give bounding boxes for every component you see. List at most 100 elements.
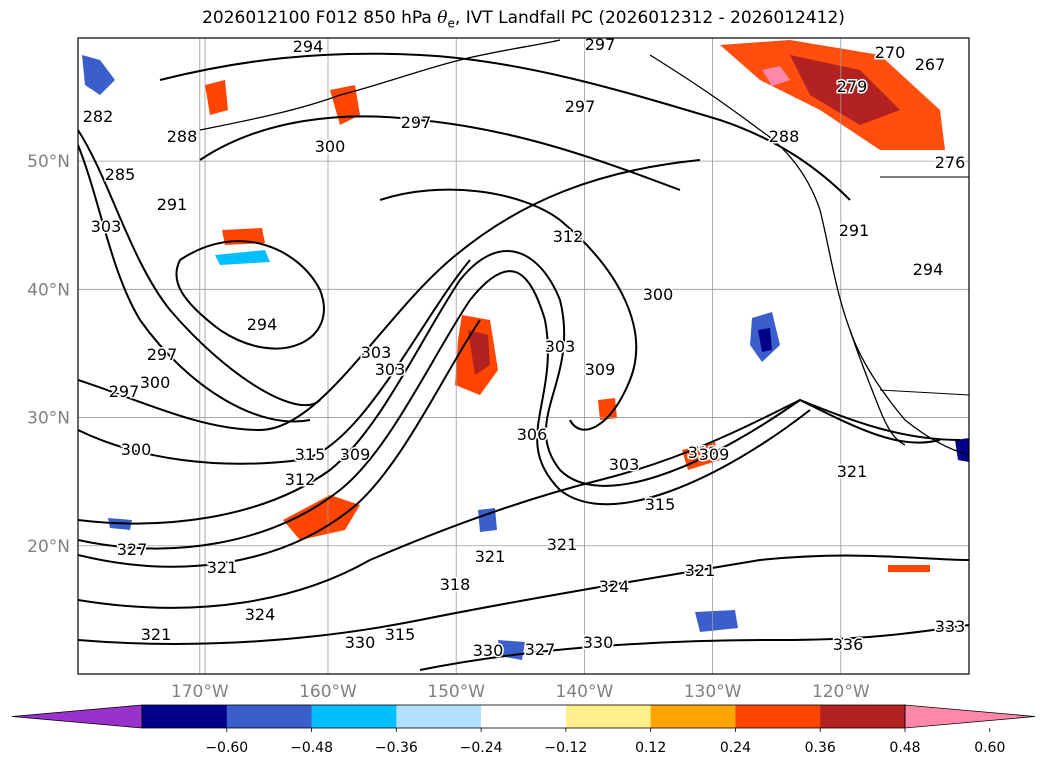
colorbar-segment <box>226 705 313 728</box>
contour-label: 297 <box>585 35 616 54</box>
colorbar-tick-label: −0.24 <box>460 740 503 756</box>
contour-line <box>78 259 471 465</box>
contour-label: 291 <box>839 221 870 240</box>
colorbar-tick-label: 0.12 <box>635 740 666 756</box>
colorbar-segment <box>735 705 821 728</box>
contour-label: 315 <box>295 445 326 464</box>
lat-label: 20°N <box>27 537 70 557</box>
colorbar-segment <box>820 705 906 728</box>
contour-label: 267 <box>915 55 946 74</box>
colorbar-tick-label: 0.48 <box>889 740 920 756</box>
contour-label: 321 <box>207 558 238 577</box>
contour-label: 294 <box>247 315 278 334</box>
lon-label: 140°W <box>556 682 614 702</box>
contour-line <box>78 159 701 432</box>
colorbar-tick-label: −0.48 <box>290 740 333 756</box>
shade-positive-aleutian <box>330 85 360 125</box>
lon-label: 120°W <box>812 682 870 702</box>
shade-negative-480 <box>478 508 497 532</box>
shade-negative-960 <box>955 438 969 462</box>
shade-positive-sw <box>283 495 360 540</box>
lat-label: 40°N <box>27 280 70 300</box>
contour-line <box>78 250 801 525</box>
contour-label: 315 <box>645 495 676 514</box>
contour-label: 297 <box>565 97 596 116</box>
contour-label: 294 <box>913 260 944 279</box>
contour-label: 291 <box>157 195 188 214</box>
contour-label: 300 <box>643 285 674 304</box>
contour-label: 303 <box>609 455 640 474</box>
contour-label: 324 <box>599 577 630 596</box>
lat-label: 50°N <box>27 152 70 172</box>
colorbar-tick-label: 0.24 <box>720 740 751 756</box>
coast-baja <box>849 329 906 446</box>
contour-label: 321 <box>837 462 868 481</box>
contour-label: 324 <box>245 605 276 624</box>
contour-line <box>78 554 969 645</box>
contour-line <box>799 399 961 441</box>
contour-label: 330 <box>345 633 376 652</box>
shade-positive-200 <box>205 80 228 115</box>
coast-bc-us <box>649 54 969 456</box>
contour-label: 279 <box>837 77 868 96</box>
contour-line <box>159 52 851 201</box>
contour-label: 321 <box>685 561 716 580</box>
coastline <box>199 39 969 456</box>
contour-labels: 2942822852882913033002972942973002973003… <box>81 34 967 662</box>
map-title: 2026012100 F012 850 hPa θe, IVT Landfall… <box>202 8 845 31</box>
contour-line <box>175 240 325 350</box>
colorbar-tick-label: 0.60 <box>974 740 1005 756</box>
contour-line <box>419 624 969 671</box>
contour-label: 270 <box>875 43 906 62</box>
shade-positive-central-core <box>468 330 490 375</box>
shade-positive-600 <box>598 398 617 420</box>
contour-label: 321 <box>547 535 578 554</box>
lon-label: 130°W <box>684 682 742 702</box>
theta-e-contours <box>78 52 969 671</box>
plot-frame <box>77 37 970 675</box>
contour-label: 282 <box>83 107 114 126</box>
contour-label: 330 <box>473 641 504 660</box>
shade-negative-700 <box>695 610 738 632</box>
lon-label: 150°W <box>427 682 485 702</box>
contour-line <box>78 270 811 550</box>
contour-label: 309 <box>340 445 371 464</box>
contour-label: 318 <box>440 575 471 594</box>
colorbar-segment <box>396 705 482 728</box>
lon-label: 160°W <box>299 682 357 702</box>
colorbar-segment <box>142 705 228 728</box>
contour-label: 276 <box>935 153 966 172</box>
contour-label: 288 <box>167 127 198 146</box>
contour-label: 321 <box>475 547 506 566</box>
latitude-labels: 50°N 40°N 30°N 20°N <box>27 152 70 557</box>
contour-label: 309 <box>699 445 730 464</box>
shade-positive-gulf-alaska-core <box>790 55 900 125</box>
shade-negative-230 <box>215 250 270 265</box>
contour-label: 288 <box>769 127 800 146</box>
colorbar-extend-min <box>11 704 143 729</box>
contour-label: 300 <box>140 373 171 392</box>
colorbar-segment <box>565 705 652 728</box>
longitude-labels: 170°W 160°W 150°W 140°W 130°W 120°W <box>171 682 870 702</box>
contour-line <box>78 129 321 407</box>
ivt-shading <box>82 40 969 660</box>
colorbar-tick-label: −0.60 <box>205 740 248 756</box>
contour-label: 312 <box>285 470 316 489</box>
contour-label: 300 <box>121 440 152 459</box>
colorbar-tick-label: −0.36 <box>375 740 418 756</box>
contour-label: 303 <box>545 337 576 356</box>
contour-label: 312 <box>553 227 584 246</box>
colorbar: −0.60 −0.48 −0.36 −0.24 −0.12 0.12 0.24 0.36 0.4… <box>11 704 1036 756</box>
contour-label: 315 <box>385 625 416 644</box>
contour-label: 333 <box>935 617 966 636</box>
contour-label: 285 <box>105 165 136 184</box>
colorbar-tick-label: −0.12 <box>544 740 587 756</box>
contour-label: 330 <box>583 633 614 652</box>
contour-label: 312 <box>688 443 719 462</box>
contour-line <box>78 144 311 423</box>
contour-label: 306 <box>517 425 548 444</box>
contour-label: 303 <box>375 360 406 379</box>
colorbar-segment <box>650 705 736 728</box>
contour-label: 303 <box>91 217 122 236</box>
